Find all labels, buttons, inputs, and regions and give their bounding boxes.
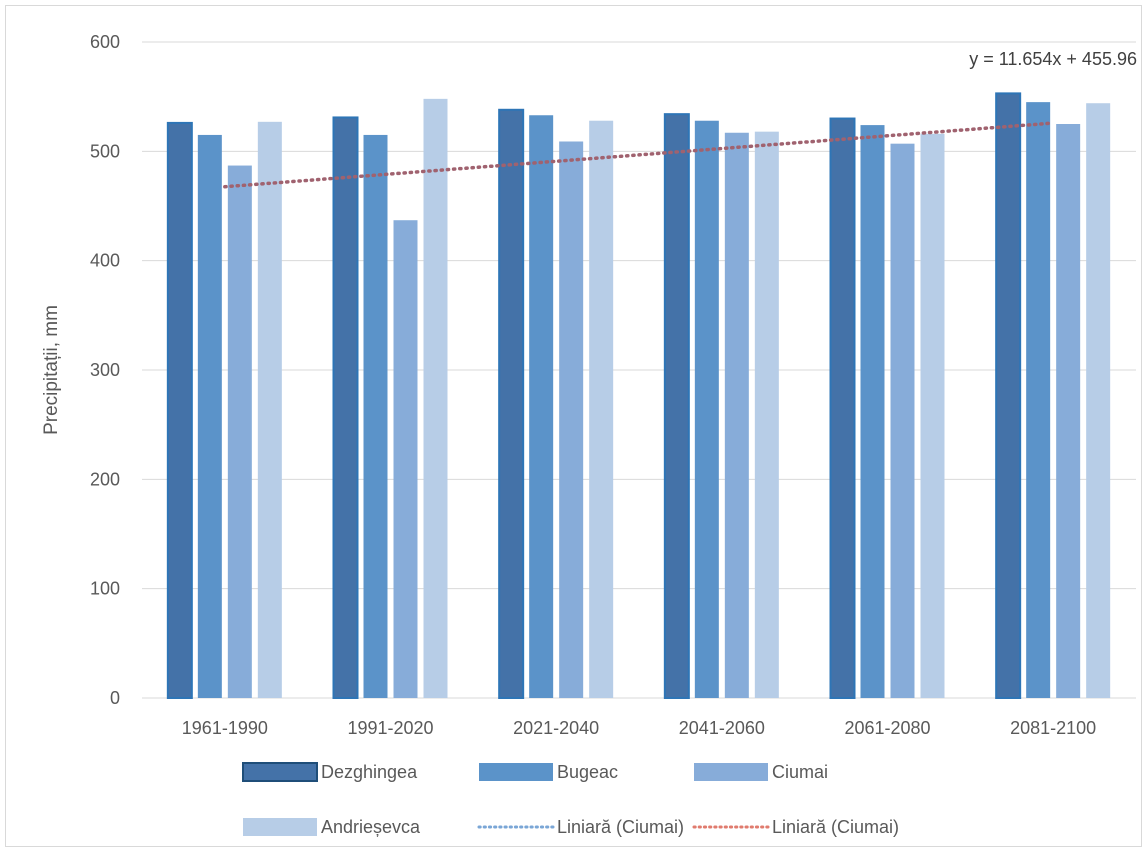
x-tick-label: 1991-2020 (347, 718, 433, 738)
chart-frame: 0 100 200 300 400 500 600 Precipitații, mm 1961-… (5, 5, 1142, 847)
legend-label: Andrieșevca (321, 817, 421, 837)
y-tick-label: 300 (90, 360, 120, 380)
legend-swatch (242, 762, 318, 782)
bar-bugeac (529, 115, 554, 698)
bar-andrieșevca (920, 133, 945, 699)
x-tick-label: 2061-2080 (844, 718, 930, 738)
legend-label: Liniară (Ciumai) (772, 817, 899, 837)
y-tick-label: 100 (90, 579, 120, 599)
bar-ciumai (1056, 124, 1081, 698)
bar-dezghingea (498, 108, 525, 699)
y-tick-label: 400 (90, 251, 120, 271)
bar-ciumai (724, 132, 749, 698)
bar-dezghingea (995, 92, 1022, 700)
bar-ciumai (559, 141, 584, 698)
bar-bugeac (363, 134, 388, 698)
bar-dezghingea (829, 117, 856, 700)
y-tick-label: 0 (110, 688, 120, 708)
bar-andrieșevca (423, 98, 448, 698)
x-tick-label: 2081-2100 (1010, 718, 1096, 738)
bar-dezghingea (332, 116, 359, 699)
y-axis-title: Precipitații, mm (41, 305, 62, 435)
bar-ciumai (890, 143, 915, 698)
bar-andrieșevca (589, 120, 614, 699)
legend-swatch (243, 818, 317, 836)
bar-bugeac (860, 125, 885, 699)
trendline-equation: y = 11.654x + 455.96 (969, 49, 1137, 69)
trendline-ciumai (223, 121, 1055, 189)
bar-dezghingea (166, 121, 193, 699)
y-tick-label: 200 (90, 469, 120, 489)
legend-label: Bugeac (557, 762, 618, 782)
legend-label: Ciumai (772, 762, 828, 782)
bar-andrieșevca (1086, 103, 1111, 698)
precipitation-bar-chart: 0 100 200 300 400 500 600 Precipitații, mm 1961-… (41, 32, 1137, 837)
legend-label: Dezghingea (321, 762, 418, 782)
bar-bugeac (1026, 102, 1051, 699)
bar-dezghingea (663, 113, 690, 700)
legend-swatch (479, 763, 553, 781)
bar-ciumai (227, 165, 252, 699)
x-tick-label: 1961-1990 (182, 718, 268, 738)
bar-ciumai (393, 220, 418, 699)
bar-bugeac (197, 134, 222, 698)
legend-swatch (694, 763, 768, 781)
bar-bugeac (694, 120, 719, 699)
x-tick-label: 2041-2060 (679, 718, 765, 738)
legend-label: Liniară (Ciumai) (557, 817, 684, 837)
y-tick-label: 600 (90, 32, 120, 52)
y-tick-label: 500 (90, 141, 120, 161)
bar-andrieșevca (754, 131, 779, 699)
x-tick-label: 2021-2040 (513, 718, 599, 738)
bar-andrieșevca (257, 121, 282, 698)
